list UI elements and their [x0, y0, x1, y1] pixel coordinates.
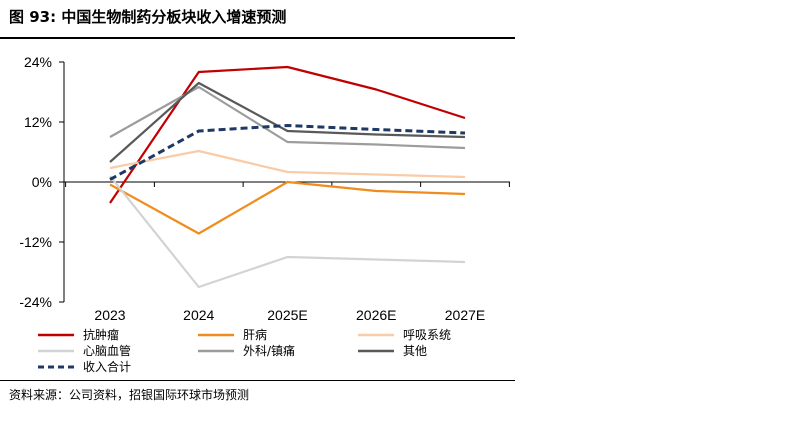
y-tick-label: 0%	[32, 174, 52, 190]
series-line	[109, 124, 466, 181]
legend-label: 抗肿瘤	[83, 327, 119, 342]
y-tick-label: -12%	[19, 234, 52, 250]
legend-label: 外科/镇痛	[243, 343, 295, 358]
line-chart: 24%12%0%-12%-24%2023 2024 2025E 2026E 2027E …	[19, 54, 510, 374]
legend-label: 其他	[403, 344, 427, 358]
x-tick-label: 2023	[94, 307, 125, 323]
y-tick-label: -24%	[19, 294, 52, 310]
series-line	[109, 81, 466, 163]
series-line	[109, 149, 466, 179]
series-line	[109, 180, 466, 235]
y-tick-label: 12%	[24, 114, 52, 130]
legend-label: 收入合计	[83, 359, 131, 374]
y-tick-label: 24%	[24, 54, 52, 70]
x-tick-label: 2024	[183, 307, 214, 323]
x-tick-label: 2027E	[445, 307, 485, 323]
legend-label: 肝病	[243, 327, 267, 342]
figure-title: 图 93: 中国生物制药分板块收入增速预测	[9, 8, 287, 26]
source-divider	[0, 380, 515, 381]
legend-label: 心脑血管	[83, 343, 131, 358]
chart-series	[109, 65, 466, 289]
x-tick-label: 2026E	[356, 307, 396, 323]
legend-label: 呼吸系统	[403, 328, 451, 342]
series-line	[109, 85, 466, 150]
chart-axes: 24% 12% 0% -12% -24% 2023 2024 2025E 2026E 2027E	[19, 54, 510, 323]
series-line	[109, 65, 466, 204]
source-note: 资料来源：公司资料，招银国际环球市场预测	[9, 388, 250, 402]
series-line	[109, 175, 466, 289]
x-tick-label: 2025E	[267, 307, 307, 323]
title-divider	[0, 37, 515, 39]
